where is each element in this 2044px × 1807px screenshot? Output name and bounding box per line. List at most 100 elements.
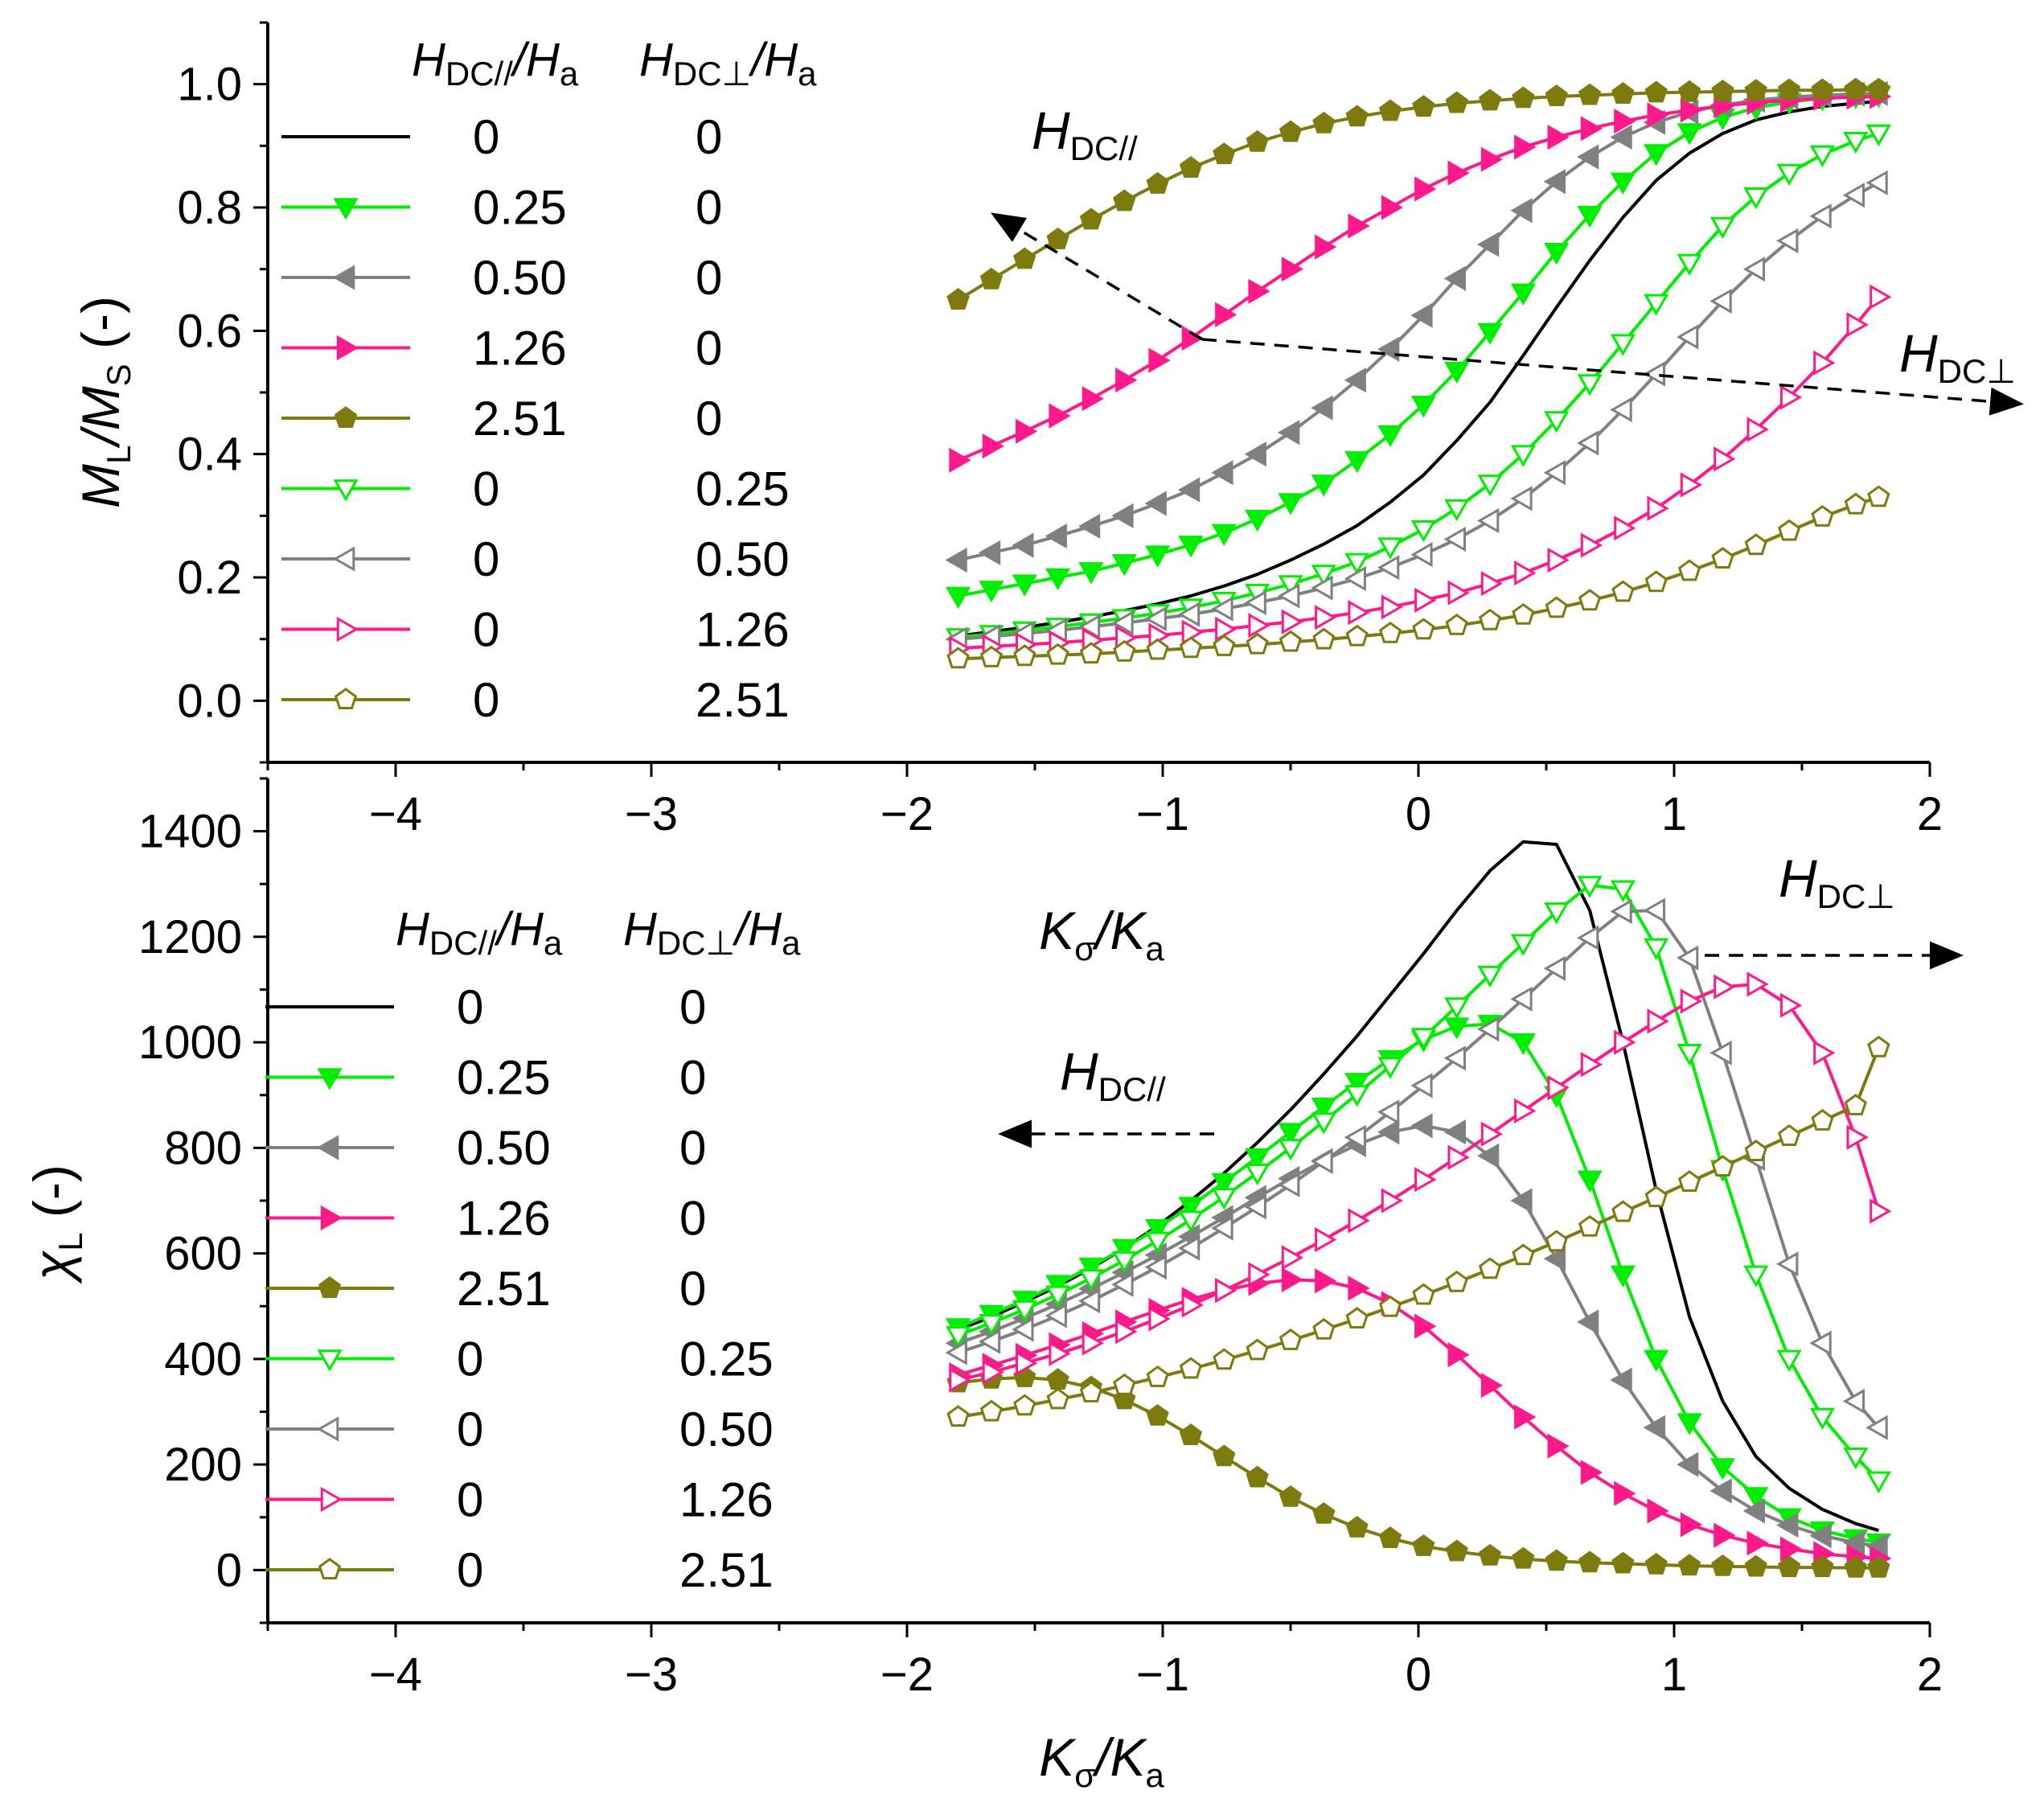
bottom-annotation-perpendicular: HDC⊥ [1705,848,1964,970]
bottom-data-point [1744,1140,1767,1161]
top-data-point [946,647,970,669]
top-data-point [1865,170,1888,195]
top-data-point [1580,116,1603,142]
top-data-point [1777,78,1801,101]
top-data-point [1870,284,1892,310]
bottom-data-point [979,1314,1004,1337]
top-legend: HDC///Ha HDC⊥/Ha 0 00.25 00.50 01.26 02.51 00… [281,34,817,727]
top-data-point [1148,347,1171,373]
bottom-y-tick-label: 400 [164,1333,242,1386]
bottom-data-point [1870,1198,1892,1224]
top-data-point [979,581,1004,603]
top-legend-row: 1.26 0 [281,322,722,376]
top-data-point [1177,477,1201,503]
top-data-point [1447,160,1470,186]
bottom-series-line [958,1046,1881,1419]
bottom-data-point [1177,1235,1201,1261]
top-data-point [1746,417,1769,442]
top-data-point [982,433,1004,459]
bottom-data-point [1179,1423,1203,1445]
top-data-point [1412,618,1435,640]
bottom-data-point [1245,1164,1270,1186]
top-data-point [1742,257,1765,282]
top-data-point [1144,606,1167,631]
top-data-point [1046,228,1069,249]
top-data-point [1611,82,1635,104]
bottom-data-point [1714,974,1736,1000]
top-data-point [1278,575,1303,598]
bottom-data-point [1348,1275,1370,1301]
top-legend-row: 0 1.26 [281,603,790,657]
top-data-point [1744,533,1767,556]
bottom-data-point [1146,1403,1169,1426]
bottom-data-point [1311,1097,1336,1120]
bottom-data-point [1181,1292,1205,1318]
top-data-point [1811,505,1834,527]
top-data-point [1677,324,1699,350]
bottom-legend-parallel-value: 0.50 [457,1121,551,1175]
top-data-point [1610,334,1636,356]
top-legend-row: 0 2.51 [281,673,790,727]
bottom-data-point [1545,1230,1568,1252]
bottom-data-point [1809,1407,1835,1431]
bottom-data-point [1348,1208,1370,1234]
bottom-data-point [1865,1415,1888,1440]
top-legend-rows: 0 00.25 00.50 01.26 02.51 00 0.250 0.500 1.260 2.… [281,110,790,727]
top-x-tick-label: 1 [1661,788,1687,840]
top-data-point [1611,580,1635,602]
top-data-point [1644,570,1668,593]
bottom-data-point [1049,1341,1071,1366]
top-data-point [1743,187,1769,210]
bottom-data-point [1476,1016,1500,1042]
bottom-data-point [1779,1536,1803,1562]
bottom-data-point [1115,1319,1138,1345]
bottom-data-point [1865,1471,1891,1493]
top-data-point [1510,445,1536,467]
bottom-data-point [1278,1123,1303,1145]
bottom-y-tick-label: 1000 [138,1016,242,1069]
bottom-data-point [1742,1498,1765,1524]
top-data-point [1680,472,1703,498]
bottom-data-point [1144,1255,1167,1280]
top-data-point [1248,613,1270,639]
top-legend-row: 0 0.50 [281,532,790,586]
bottom-data-point [1345,1307,1369,1329]
bottom-data-point [1777,1124,1801,1146]
top-data-point [1813,350,1836,376]
top-data-point [1809,203,1832,229]
top-y-tick-label: 0.2 [177,552,242,604]
bottom-legend-parallel-value: 0 [457,1473,483,1527]
top-data-point [1277,420,1300,446]
bottom-legend-marker [317,1349,343,1372]
top-data-point [1447,580,1470,606]
bottom-data-point [1843,1448,1869,1470]
bottom-x-tick-label: 1 [1661,1649,1687,1701]
bottom-data-point [1447,1342,1470,1368]
bottom-data-point [1577,925,1599,951]
bottom-data-point [1610,1265,1636,1287]
bottom-legend-row: 0 0.50 [265,1402,774,1456]
bottom-series-6 [946,876,1891,1493]
top-annotation-parallel-label: HDC// [1032,101,1138,167]
bottom-data-point [1248,1262,1270,1287]
bottom-x-tick-label: −1 [1136,1649,1189,1701]
top-legend-parallel-value: 0 [473,110,499,164]
bottom-data-point [1743,1265,1769,1287]
top-y-tick-label: 1.0 [177,59,242,111]
top-data-point [1443,526,1466,552]
bottom-data-point [1867,1555,1890,1578]
top-data-point [1614,515,1636,541]
bottom-data-point [1746,971,1769,997]
top-data-point [1647,102,1669,128]
top-legend-perpendicular-value: 0 [696,251,722,305]
top-data-point [1545,596,1568,618]
bottom-data-point [1378,1295,1402,1317]
bottom-legend-perpendicular-value: 0.25 [679,1333,774,1386]
top-data-point [1510,486,1533,511]
top-y-tick-label: 0.6 [177,305,242,357]
top-data-point [1045,524,1067,549]
top-y-tick-label: 0.8 [177,182,242,234]
bottom-data-point [1709,1040,1732,1066]
bottom-data-point [1146,1365,1169,1387]
